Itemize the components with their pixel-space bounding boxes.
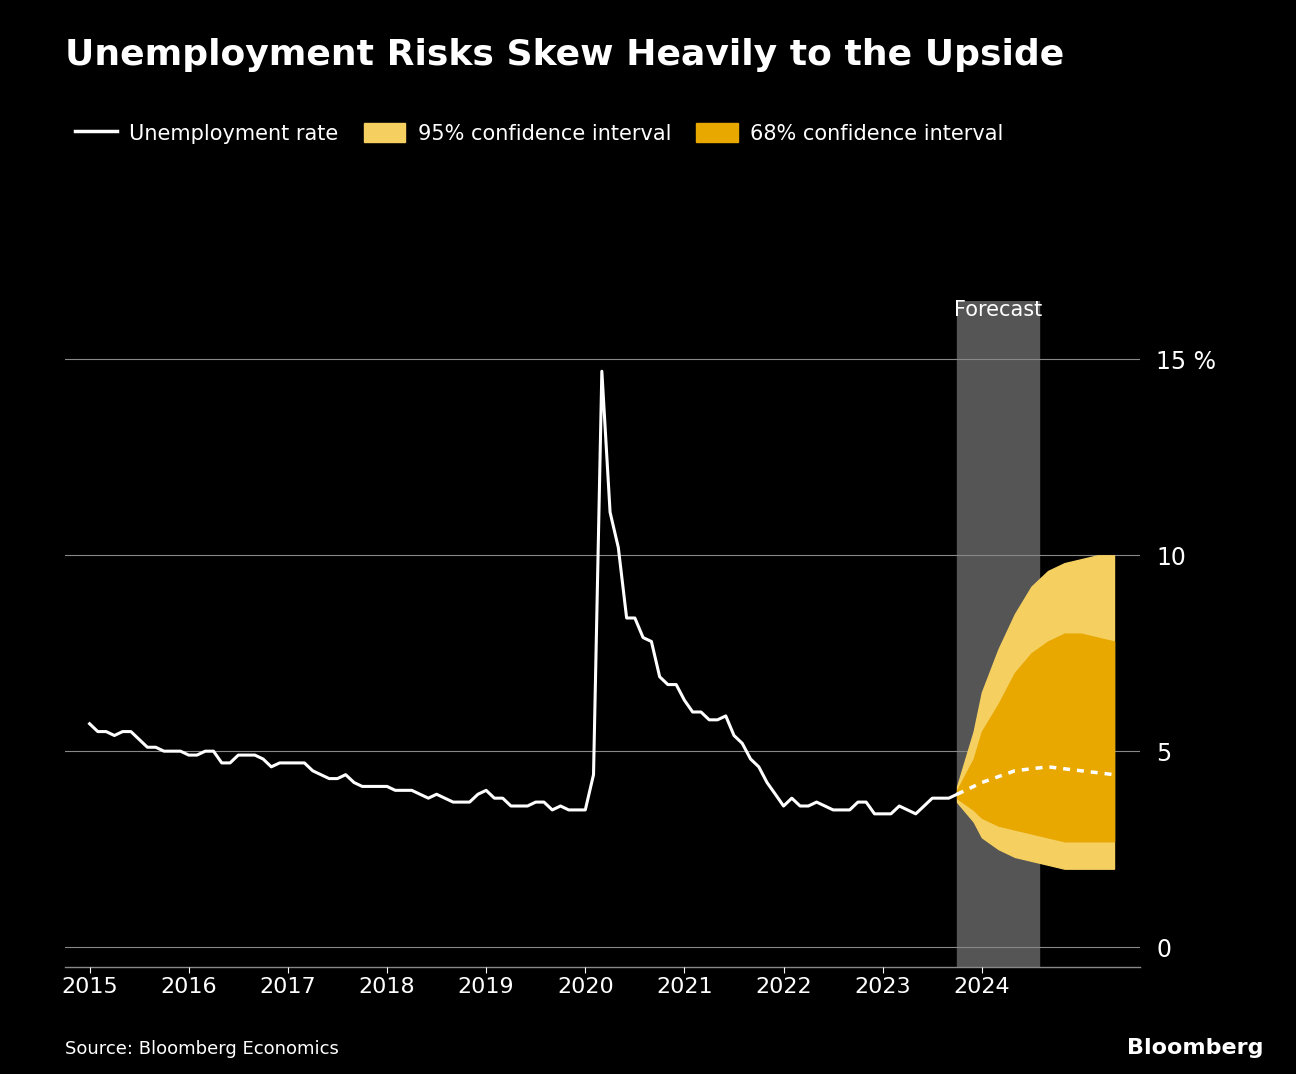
Text: Forecast: Forecast [954,301,1042,320]
Legend: Unemployment rate, 95% confidence interval, 68% confidence interval: Unemployment rate, 95% confidence interv… [75,124,1004,144]
Bar [956,301,1039,967]
Text: Unemployment Risks Skew Heavily to the Upside: Unemployment Risks Skew Heavily to the U… [65,38,1064,72]
Text: Bloomberg: Bloomberg [1128,1037,1264,1058]
Text: Source: Bloomberg Economics: Source: Bloomberg Economics [65,1040,338,1058]
